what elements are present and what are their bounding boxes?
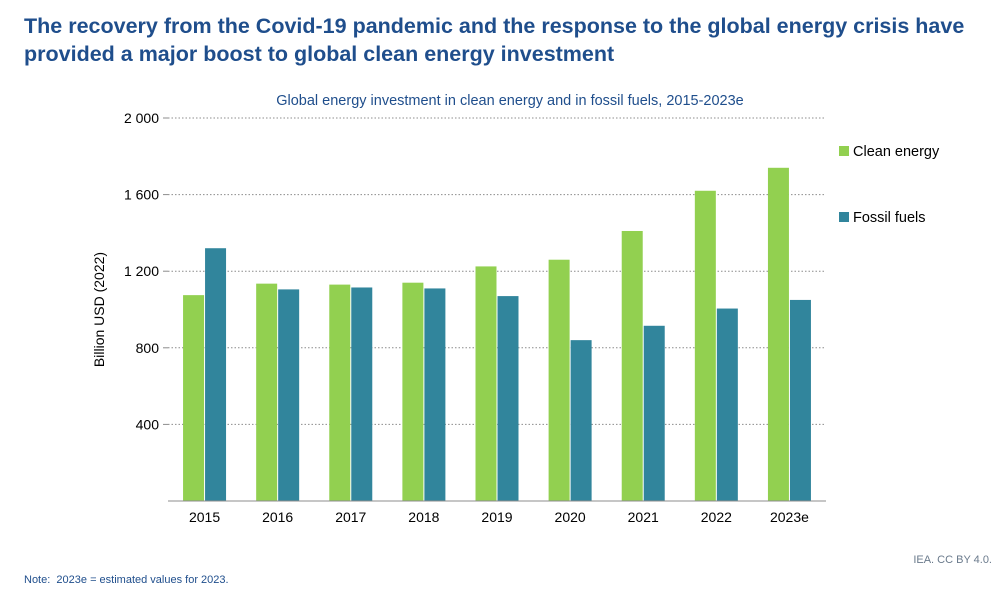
x-tick-label: 2016 [262, 509, 293, 525]
y-tick-label: 2 000 [124, 110, 159, 126]
y-tick-label: 1 600 [124, 187, 159, 203]
x-tick-label: 2023e [770, 509, 809, 525]
y-tick-label: 1 200 [124, 263, 159, 279]
bar-clean-energy-2018 [402, 282, 424, 501]
x-tick-label: 2021 [628, 509, 659, 525]
bar-clean-energy-2021 [621, 230, 643, 502]
bar-clean-energy-2022 [694, 190, 716, 501]
bar-clean-energy-2020 [548, 259, 570, 501]
bar-clean-energy-2019 [475, 266, 497, 501]
legend-swatch [839, 212, 849, 222]
bar-fossil-fuels-2019 [497, 296, 519, 501]
bar-fossil-fuels-2022 [716, 308, 738, 501]
x-tick-label: 2015 [189, 509, 220, 525]
headline-line-1: The recovery from the Covid-19 pandemic … [24, 14, 965, 38]
credit-text: IEA. CC BY 4.0. [913, 554, 992, 566]
y-axis-label: Billion USD (2022) [91, 252, 107, 367]
note-label: Note: [24, 574, 51, 586]
note-text: 2023e = estimated values for 2023. [56, 574, 229, 586]
bar-clean-energy-2015 [183, 295, 205, 501]
chart-title: Global energy investment in clean energy… [276, 93, 744, 109]
x-tick-label: 2018 [408, 509, 439, 525]
x-tick-label: 2022 [701, 509, 732, 525]
bar-fossil-fuels-2017 [351, 287, 373, 501]
legend-swatch [839, 146, 849, 156]
x-tick-label: 2019 [481, 509, 512, 525]
headline: The recovery from the Covid-19 pandemic … [24, 12, 984, 68]
bar-fossil-fuels-2021 [643, 325, 665, 501]
x-tick-label: 2020 [555, 509, 586, 525]
bar-clean-energy-2023e [767, 167, 789, 502]
headline-line-2: provided a major boost to global clean e… [24, 42, 615, 66]
bar-fossil-fuels-2020 [570, 340, 592, 501]
bar-clean-energy-2017 [329, 284, 351, 501]
legend-label: Fossil fuels [853, 210, 926, 226]
x-tick-label: 2017 [335, 509, 366, 525]
y-tick-label: 800 [136, 340, 160, 356]
bar-fossil-fuels-2016 [278, 289, 300, 501]
bar-fossil-fuels-2015 [205, 248, 227, 501]
note: Note: 2023e = estimated values for 2023. [24, 574, 229, 586]
bar-fossil-fuels-2023e [789, 299, 811, 501]
legend-label: Clean energy [853, 144, 940, 160]
bar-fossil-fuels-2018 [424, 288, 446, 501]
bar-clean-energy-2016 [256, 283, 278, 501]
y-tick-label: 400 [136, 416, 160, 432]
